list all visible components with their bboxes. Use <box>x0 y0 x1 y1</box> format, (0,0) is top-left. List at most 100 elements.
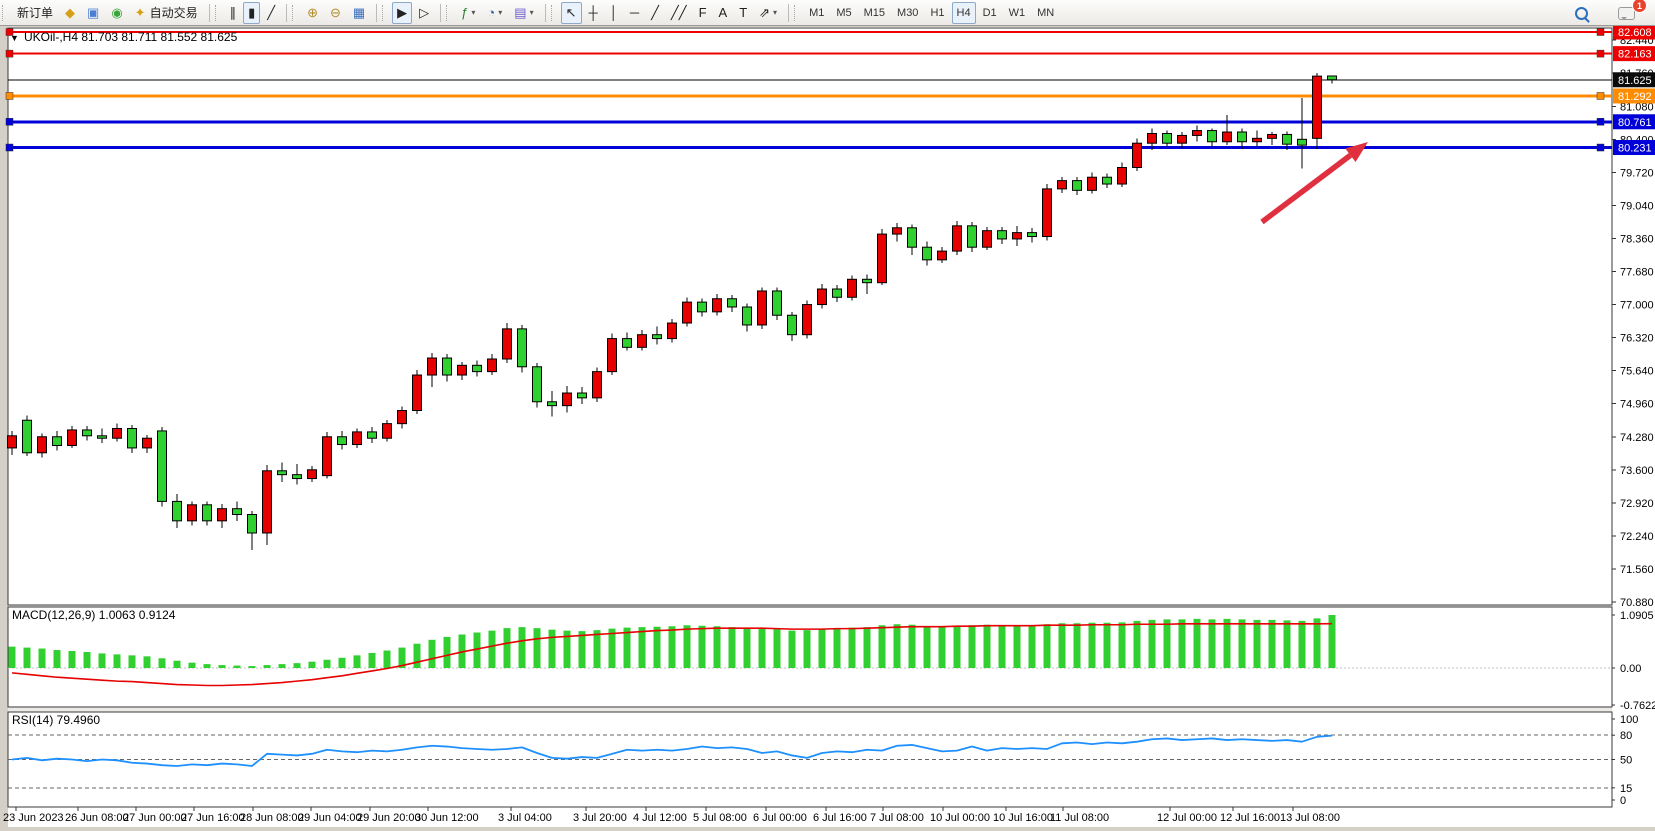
tf-w1-button-label: W1 <box>1008 6 1026 19</box>
candle-body <box>112 427 122 439</box>
templates-button[interactable]: ▤ ▾ <box>509 2 538 24</box>
price-axis[interactable]: 82.44081.76081.08080.40079.72079.04078.3… <box>1612 24 1655 808</box>
tf-h4-button[interactable]: H4 <box>951 1 976 24</box>
toolbar-separator <box>440 3 442 22</box>
candlestick-chart-button[interactable]: ▮ <box>243 1 261 24</box>
indicators-button-dropdown[interactable]: ▾ <box>471 8 476 17</box>
tf-mn-button[interactable]: MN <box>1032 2 1059 24</box>
channel-button[interactable]: ╱╱ <box>666 2 692 24</box>
periods-button[interactable]: ◔ ▾ <box>482 2 507 24</box>
candle-body <box>1012 232 1022 240</box>
indicators-button[interactable]: ƒ ▾ <box>456 2 480 24</box>
tf-h1-button[interactable]: H1 <box>925 2 949 24</box>
metaeditor-button[interactable]: ◆ <box>60 2 80 24</box>
line-handle-right-82.608[interactable] <box>1596 28 1605 36</box>
tf-m30-button[interactable]: M30 <box>892 2 923 24</box>
new-order-button-label: 新订单 <box>17 6 54 20</box>
channel-icon: ╱╱ <box>670 5 687 20</box>
tf-d1-button[interactable]: D1 <box>978 2 1002 24</box>
tf-m15-button[interactable]: M15 <box>859 2 890 24</box>
line-handle-right-82.163[interactable] <box>1596 49 1605 58</box>
candle-body <box>1207 130 1217 143</box>
periods-button-dropdown[interactable]: ▾ <box>498 8 503 17</box>
signals-button[interactable]: ◉ <box>106 2 127 24</box>
auto-scroll-button[interactable]: ▶ <box>392 1 413 24</box>
bar-chart-button[interactable]: ∥ <box>225 2 242 24</box>
auto-trading-button-label: 自动交易 <box>149 6 198 20</box>
zoom-in-icon: ⊕ <box>307 5 318 20</box>
vertical-line-button[interactable]: │ <box>605 2 623 24</box>
new-order-button[interactable]: 新订单 <box>12 2 58 24</box>
line-handle-right-81.292[interactable] <box>1596 92 1605 100</box>
candle-body <box>817 288 827 306</box>
candle-body <box>1312 75 1322 139</box>
crosshair-button[interactable]: ┼ <box>584 2 603 24</box>
macd-axis-label: 0.00 <box>1620 663 1641 675</box>
line-handle-right-80.231[interactable] <box>1596 143 1605 152</box>
horizontal-line-button[interactable]: ─ <box>625 2 644 24</box>
arrows-button[interactable]: ⇗ ▾ <box>754 2 782 24</box>
text-label-icon: T <box>739 5 748 20</box>
trend-arrow-annotation[interactable] <box>1260 142 1368 225</box>
tf-m1-button[interactable]: M1 <box>804 2 829 24</box>
line-chart-button[interactable]: ╱ <box>262 2 280 24</box>
auto-trading-button[interactable]: ✦ 自动交易 <box>130 2 203 24</box>
pane-splitter[interactable] <box>8 707 1612 712</box>
text-button[interactable]: A <box>714 2 733 24</box>
tf-mn-button-label: MN <box>1037 6 1055 19</box>
trendline-button[interactable]: ╱ <box>646 2 664 24</box>
zoom-out-button[interactable]: ⊖ <box>325 2 346 24</box>
tf-m5-button[interactable]: M5 <box>831 2 856 24</box>
chart-collapse-icon[interactable]: ▼ <box>10 33 19 43</box>
text-label-button[interactable]: T <box>734 2 752 24</box>
candle-body <box>1147 132 1157 144</box>
line-handle-left-82.163[interactable] <box>5 49 14 58</box>
toolbar-separator <box>286 3 288 22</box>
price-tick-label: 77.000 <box>1620 300 1654 312</box>
candle-body <box>1237 131 1247 143</box>
candle-body <box>907 227 917 248</box>
arrows-button-dropdown[interactable]: ▾ <box>773 8 778 17</box>
candle-body <box>427 357 437 376</box>
fibonacci-button[interactable]: F <box>694 2 712 24</box>
toolbar-separator <box>788 3 790 22</box>
candle-body <box>682 301 692 324</box>
line-handle-left-80.231[interactable] <box>5 143 14 152</box>
templates-button-dropdown[interactable]: ▾ <box>529 8 534 17</box>
candlestick-chart-icon: ▮ <box>248 5 256 20</box>
cursor-button[interactable]: ↖ <box>560 1 582 24</box>
pane-splitter[interactable] <box>8 605 1612 607</box>
candle-body <box>382 423 392 439</box>
date-label: 13 Jul 08:00 <box>1280 812 1340 824</box>
candle-body <box>397 410 407 425</box>
date-label: 6 Jul 00:00 <box>753 812 807 824</box>
line-handle-right-80.761[interactable] <box>1596 118 1605 126</box>
tile-windows-button[interactable]: ▦ <box>348 2 370 24</box>
notifications-button[interactable]: 1 <box>1613 0 1647 24</box>
chart-shift-button[interactable]: ▷ <box>414 2 434 24</box>
line-handle-left-81.292[interactable] <box>5 92 14 100</box>
price-badge-label: 82.608 <box>1618 27 1652 39</box>
zoom-in-button[interactable]: ⊕ <box>302 2 323 24</box>
line-handle-left-82.608[interactable] <box>5 28 14 36</box>
candle-body <box>862 278 872 284</box>
tf-w1-button[interactable]: W1 <box>1004 2 1031 24</box>
candle-body <box>232 508 242 516</box>
candle-body <box>217 508 227 522</box>
rsi-line <box>11 734 1333 767</box>
candle-body <box>532 366 542 403</box>
price-badge-label: 80.761 <box>1618 117 1652 129</box>
date-label: 12 Jul 16:00 <box>1220 812 1280 824</box>
market-watch-button[interactable]: ▣ <box>82 2 104 24</box>
price-badge-label: 80.231 <box>1618 143 1652 155</box>
tf-h1-button-label: H1 <box>930 6 945 19</box>
auto-scroll-icon: ▶ <box>397 5 408 20</box>
tile-windows-icon: ▦ <box>352 5 366 20</box>
candle-body <box>877 233 887 284</box>
candle-body <box>487 358 497 373</box>
line-handle-left-80.761[interactable] <box>5 118 14 126</box>
search-button[interactable] <box>1570 2 1593 24</box>
tf-m15-button-label: M15 <box>863 6 886 19</box>
